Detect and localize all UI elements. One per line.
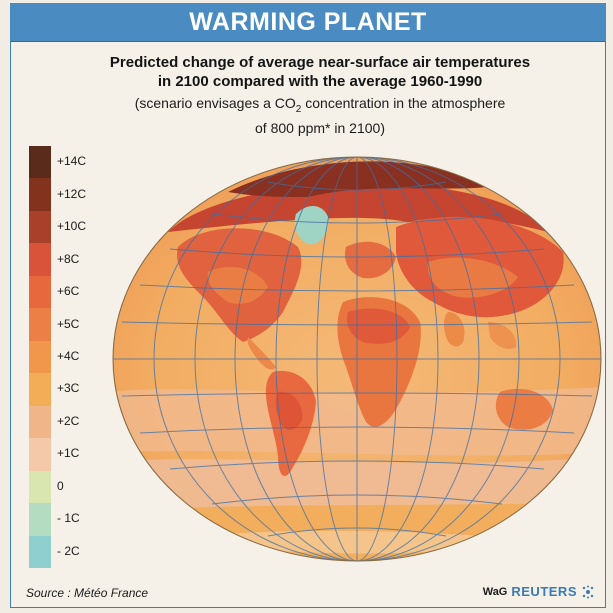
legend-label: +4C xyxy=(57,349,80,363)
legend-label: +12C xyxy=(57,186,87,201)
reuters-logo-text: REUTERS xyxy=(511,584,577,599)
legend-swatch xyxy=(29,243,51,276)
legend-label: +6C xyxy=(57,284,80,299)
map-title-line-2: in 2100 compared with the average 1960-1… xyxy=(157,73,483,90)
source-note: Source : Météo France xyxy=(26,586,149,600)
legend-label: +10C xyxy=(57,219,87,234)
scenario-text-after: concentration in the atmosphere xyxy=(301,95,506,111)
legend-swatch xyxy=(29,438,51,471)
legend-label: - 2C xyxy=(57,543,80,558)
world-temperature-map xyxy=(112,156,602,562)
scenario-text-before: (scenario envisages a CO xyxy=(134,95,296,111)
legend-label: - 1C xyxy=(57,511,80,526)
legend-swatch xyxy=(29,340,51,374)
legend-swatch xyxy=(29,470,51,504)
legend-label: +5C xyxy=(57,316,80,331)
legend-swatch xyxy=(29,146,51,179)
legend-swatch xyxy=(29,405,51,439)
scenario-line-1: (scenario envisages a CO2 concentration … xyxy=(60,94,580,119)
scenario-line-2: of 800 ppm* in 2100) xyxy=(255,119,385,136)
legend-label: +2C xyxy=(57,413,80,428)
legend-label: +1C xyxy=(57,446,80,461)
scenario-subscript: 2 xyxy=(295,103,302,115)
page-title: WARMING PLANET xyxy=(189,8,427,36)
temperature-legend-bar xyxy=(29,146,51,569)
legend-label: +14C xyxy=(57,154,87,169)
scenario-note: (scenario envisages a CO2 concentration … xyxy=(60,94,580,137)
legend-swatch xyxy=(29,308,51,341)
reuters-logo-icon xyxy=(582,585,594,598)
legend-swatch xyxy=(29,178,51,211)
credit: WaG REUTERS xyxy=(483,584,595,599)
legend-swatch xyxy=(29,535,51,569)
map-graticule xyxy=(113,157,601,561)
legend-label: +8C xyxy=(57,251,80,266)
map-title: Predicted change of average near-surface… xyxy=(60,53,580,91)
legend-swatch xyxy=(29,275,51,309)
legend-label: 0 xyxy=(57,478,64,493)
legend-swatch xyxy=(29,373,51,406)
legend-swatch xyxy=(29,503,51,536)
legend-swatch xyxy=(29,210,51,244)
credit-prefix: WaG xyxy=(482,585,508,598)
header-band xyxy=(10,3,606,42)
map-title-line-1: Predicted change of average near-surface… xyxy=(109,54,531,71)
legend-label: +3C xyxy=(57,381,80,396)
